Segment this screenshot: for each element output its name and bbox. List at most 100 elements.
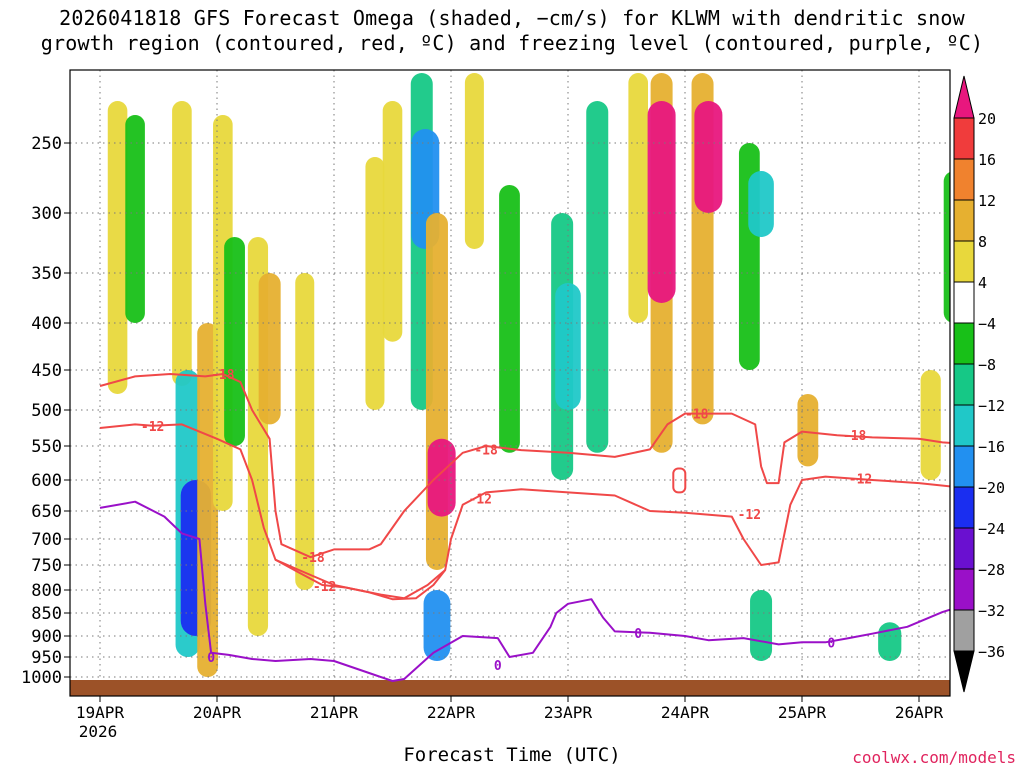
contour-labels: -18 -12 -18 -12 -18 -12 -18 -12 -18 -12 0 0 0 0 — [141, 368, 872, 674]
x-tick-label-7: 26APR — [895, 703, 944, 722]
colorbar-swatch-1 — [953, 158, 975, 201]
omega-region-16 — [427, 438, 456, 517]
omega-region-29 — [748, 171, 774, 237]
contour-label-2: -18 — [301, 551, 325, 566]
colorbar-swatch-0 — [953, 117, 975, 160]
omega-region-1 — [125, 115, 145, 323]
contour-label-7: -12 — [738, 508, 761, 523]
ground-surface — [70, 680, 950, 696]
colorbar-label-5: −4 — [978, 315, 996, 333]
colorbar-swatch-8 — [953, 445, 975, 488]
contour-label-6: -18 — [685, 408, 709, 423]
x-tick-label-6: 25APR — [778, 703, 827, 722]
omega-region-5 — [197, 323, 219, 677]
colorbar-label-11: −28 — [978, 561, 1005, 579]
contour-loop — [672, 467, 687, 494]
colorbar-label-8: −16 — [978, 438, 1005, 456]
contour-label-13: 0 — [827, 636, 835, 651]
x-tick-label-1: 20APR — [193, 703, 242, 722]
omega-region-19 — [499, 185, 520, 453]
omega-region-30 — [797, 394, 819, 467]
omega-region-11 — [365, 157, 385, 410]
contour-label-4: -18 — [474, 443, 498, 458]
colorbar-label-4: 4 — [978, 274, 987, 292]
contour-label-5: -12 — [469, 493, 492, 508]
omega-region-18 — [464, 73, 484, 249]
x-axis: 19APR 20APR 21APR 22APR 23APR 24APR 25APR 26APR… — [76, 696, 944, 741]
omega-region-23 — [628, 73, 648, 323]
colorbar-label-9: −20 — [978, 479, 1005, 497]
y-tick-label-850: 850 — [31, 604, 62, 624]
colorbar-top-arrow — [953, 75, 975, 119]
colorbar-swatch-3 — [953, 240, 975, 283]
y-tick-label-700: 700 — [31, 530, 62, 550]
contour-label-8: -18 — [843, 429, 867, 444]
x-year-label: 2026 — [79, 722, 118, 741]
colorbar-label-6: −8 — [978, 356, 996, 374]
y-tick-label-400: 400 — [31, 314, 62, 334]
y-tick-label-550: 550 — [31, 437, 62, 457]
y-tick-label-950: 950 — [31, 648, 62, 668]
y-tick-label-500: 500 — [31, 401, 62, 421]
y-tick-label-750: 750 — [31, 556, 62, 576]
y-tick-label-1000: 1000 — [21, 668, 62, 688]
credit-text: coolwx.com/models — [852, 748, 1016, 767]
colorbar-swatch-9 — [953, 486, 975, 529]
omega-region-22 — [586, 101, 609, 453]
chart-title-line-2: growth region (contoured, red, ºC) and f… — [40, 31, 984, 55]
omega-region-7 — [224, 237, 245, 446]
omega-region-2 — [172, 101, 192, 386]
y-tick-label-600: 600 — [31, 471, 62, 491]
y-tick-label-300: 300 — [31, 204, 62, 224]
contour-label-10: 0 — [207, 651, 215, 666]
y-tick-label-650: 650 — [31, 502, 62, 522]
colorbar-label-13: −36 — [978, 643, 1005, 661]
omega-region-17 — [423, 590, 451, 661]
y-tick-label-250: 250 — [31, 134, 62, 154]
contour-label-12: 0 — [634, 627, 642, 642]
y-axis: 250 300 350 400 450 500 550 600 650 700 750 800 850 9… — [21, 134, 70, 688]
y-tick-label-900: 900 — [31, 627, 62, 647]
colorbar-label-0: 20 — [978, 110, 996, 128]
colorbar-swatch-10 — [953, 527, 975, 570]
contour-label-0: -18 — [211, 368, 235, 383]
colorbar-swatch-5 — [953, 322, 975, 365]
omega-region-0 — [107, 101, 128, 394]
omega-region-32 — [920, 370, 941, 480]
colorbar-label-2: 12 — [978, 192, 996, 210]
x-axis-title: Forecast Time (UTC) — [403, 744, 621, 766]
omega-region-15 — [425, 213, 448, 570]
x-tick-label-5: 24APR — [661, 703, 710, 722]
x-tick-label-0: 19APR — [76, 703, 125, 722]
omega-region-25 — [647, 101, 676, 303]
contour-label-9: -12 — [849, 473, 872, 488]
omega-region-12 — [382, 101, 403, 342]
contour-label-3: -12 — [313, 580, 336, 595]
contour-label-11: 0 — [494, 659, 502, 674]
colorbar-label-12: −32 — [978, 602, 1005, 620]
contour-0 — [99, 373, 950, 559]
colorbar-swatch-7 — [953, 404, 975, 447]
colorbar-swatch-2 — [953, 199, 975, 242]
contour-lines — [99, 373, 950, 682]
y-tick-label-350: 350 — [31, 264, 62, 284]
ground-fill — [70, 680, 950, 696]
contour-3 — [275, 558, 446, 600]
omega-region-27 — [694, 101, 723, 213]
omega-region-9 — [258, 273, 281, 425]
chart-title-line-1: 2026041818 GFS Forecast Omega (shaded, −… — [59, 6, 965, 30]
x-tick-label-3: 22APR — [427, 703, 476, 722]
contour-4 — [99, 500, 950, 682]
omega-region-31 — [750, 590, 773, 661]
colorbar-label-3: 8 — [978, 233, 987, 251]
colorbar-swatch-11 — [953, 568, 975, 611]
colorbar-swatch-12 — [953, 609, 975, 652]
contour-2 — [450, 475, 950, 566]
y-tick-label-450: 450 — [31, 361, 62, 381]
omega-region-33 — [943, 171, 950, 323]
x-tick-label-2: 21APR — [310, 703, 359, 722]
omega-shading — [107, 73, 950, 677]
plot-frame — [69, 69, 951, 697]
x-tick-label-4: 23APR — [544, 703, 593, 722]
